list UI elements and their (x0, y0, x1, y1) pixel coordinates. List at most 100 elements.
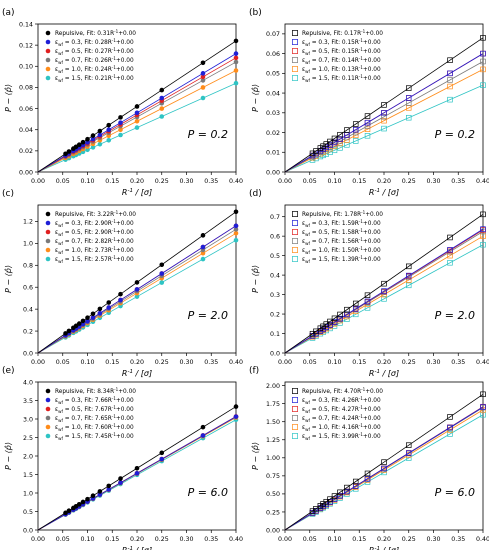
data-point (80, 318, 86, 324)
data-point (66, 149, 72, 154)
data-point (134, 287, 140, 292)
data-point (200, 433, 206, 438)
data-point (381, 288, 387, 294)
data-point (118, 127, 123, 133)
legend-marker (45, 48, 51, 54)
legend-entry: εwf = 1.5, Fit: 0.11R-1+0.00 (302, 74, 381, 83)
data-point (480, 211, 486, 218)
chart-panel: 0.00 0.05 0.10 0.15 0.20 0.25 0.30 0.35 0.400.00… (2, 8, 243, 197)
y-tick-label: 0.3 (270, 292, 280, 299)
chart-panel: 0.00 0.05 0.10 0.15 0.20 0.25 0.30 0.35 0.400.00… (249, 366, 489, 550)
data-point (406, 282, 412, 289)
data-point (447, 96, 453, 103)
data-point (381, 465, 387, 472)
data-point (200, 233, 206, 238)
x-tick-label: 0.40 (229, 359, 243, 366)
x-tick-label: 0.35 (204, 359, 218, 366)
data-point (159, 456, 165, 462)
data-point (90, 315, 96, 320)
data-point (327, 318, 333, 325)
y-tick-label: 1.75 (266, 401, 280, 408)
data-point (381, 117, 387, 124)
y-tick-label: 1.5 (23, 472, 33, 479)
y-axis-label: P − ⟨p̂⟩ (3, 442, 13, 470)
legend-entry: εwf = 0.3, Fit: 0.15R-1+0.00 (302, 38, 381, 47)
x-tick-label: 0.10 (80, 178, 94, 185)
data-point (233, 38, 239, 44)
panel-label: (f) (249, 366, 259, 376)
x-tick-label: 0.20 (377, 359, 391, 366)
data-point (90, 311, 96, 317)
legend-entry: εwf = 1.0, Fit: 0.13R-1+0.00 (302, 65, 381, 74)
legend-marker (45, 238, 51, 244)
legend-marker (45, 57, 51, 63)
legend-entry: Repulsive, Fit: 0.17R-1+0.00 (302, 29, 383, 37)
x-tick-label: 0.00 (278, 536, 292, 543)
legend-marker (45, 424, 51, 430)
data-point (76, 142, 82, 148)
x-tick-label: 0.10 (80, 536, 94, 543)
data-point (106, 483, 112, 489)
data-point (118, 132, 123, 138)
legend-marker (45, 66, 51, 72)
x-tick-label: 0.40 (476, 359, 489, 366)
data-point (97, 128, 103, 134)
data-point (344, 306, 350, 313)
data-point (327, 322, 333, 328)
x-tick-label: 0.15 (352, 178, 366, 185)
data-point (327, 138, 333, 145)
y-axis-label: P − ⟨p̂⟩ (3, 265, 13, 293)
data-point (480, 50, 486, 57)
data-point (480, 404, 486, 410)
legend-marker (45, 229, 51, 235)
x-tick-label: 0.20 (377, 178, 391, 185)
legend-marker (292, 406, 298, 412)
x-axis-label: R-1 / [σ] (122, 188, 152, 197)
x-tick-label: 0.15 (105, 359, 119, 366)
legend-marker (292, 256, 298, 262)
y-tick-label: 3.0 (23, 416, 33, 423)
x-tick-label: 0.10 (327, 359, 341, 366)
data-point (159, 280, 165, 285)
legend-marker (292, 48, 298, 54)
y-tick-label: 1.00 (266, 455, 280, 462)
data-point (406, 442, 412, 448)
chart-panel: 0.00 0.05 0.10 0.15 0.20 0.25 0.30 0.35 0.400.00… (2, 189, 243, 378)
y-tick-label: 0.4 (23, 306, 33, 313)
data-point (85, 318, 90, 324)
y-tick-label: 0.7 (270, 214, 280, 221)
data-point (447, 70, 453, 77)
legend-entry: εwf = 0.7, Fit: 0.26R-1+0.00 (55, 56, 134, 65)
y-tick-label: 0.75 (266, 473, 280, 480)
x-tick-label: 0.25 (402, 536, 416, 543)
data-point (480, 391, 486, 398)
panel-label: (e) (2, 366, 15, 376)
legend-entry: Repulsive, Fit: 1.78R-1+0.00 (302, 210, 383, 218)
legend-marker (45, 406, 51, 412)
pressure-label: P = 6.0 (188, 486, 228, 499)
data-point (447, 77, 453, 83)
y-tick-label: 0.03 (266, 110, 280, 117)
data-point (200, 244, 206, 250)
data-point (200, 60, 206, 66)
legend-entry: εwf = 1.5, Fit: 7.45R-1+0.00 (55, 432, 134, 441)
data-point (85, 136, 90, 142)
y-tick-label: 0.5 (270, 253, 280, 260)
y-tick-label: 2.5 (23, 435, 33, 442)
data-point (364, 475, 371, 482)
x-tick-label: 0.20 (377, 536, 391, 543)
x-tick-label: 0.25 (155, 359, 169, 366)
data-point (480, 82, 486, 88)
x-tick-label: 0.35 (451, 178, 465, 185)
data-point (313, 328, 319, 335)
legend-marker (292, 424, 298, 430)
legend-entry: εwf = 0.5, Fit: 7.67R-1+0.00 (55, 405, 134, 414)
data-point (159, 114, 165, 119)
legend-entry: εwf = 0.5, Fit: 0.27R-1+0.00 (55, 47, 134, 56)
data-point (80, 321, 86, 327)
data-point (118, 115, 123, 120)
data-point (381, 280, 387, 287)
